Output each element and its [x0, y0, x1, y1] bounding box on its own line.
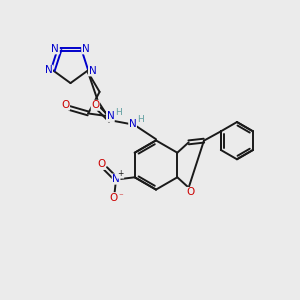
Text: N: N	[88, 66, 96, 76]
Text: N: N	[45, 65, 52, 75]
Text: O: O	[61, 100, 70, 110]
Text: N: N	[106, 111, 114, 122]
Text: N: N	[52, 44, 59, 54]
Text: N: N	[112, 174, 120, 184]
Text: O: O	[91, 100, 100, 110]
Text: H: H	[137, 115, 144, 124]
Text: O: O	[186, 188, 194, 197]
Text: O: O	[97, 159, 106, 170]
Text: O: O	[109, 193, 117, 203]
Text: N: N	[129, 119, 136, 129]
Text: N: N	[82, 44, 89, 54]
Text: ⁻: ⁻	[119, 192, 124, 201]
Text: +: +	[117, 169, 124, 178]
Text: H: H	[115, 108, 122, 117]
